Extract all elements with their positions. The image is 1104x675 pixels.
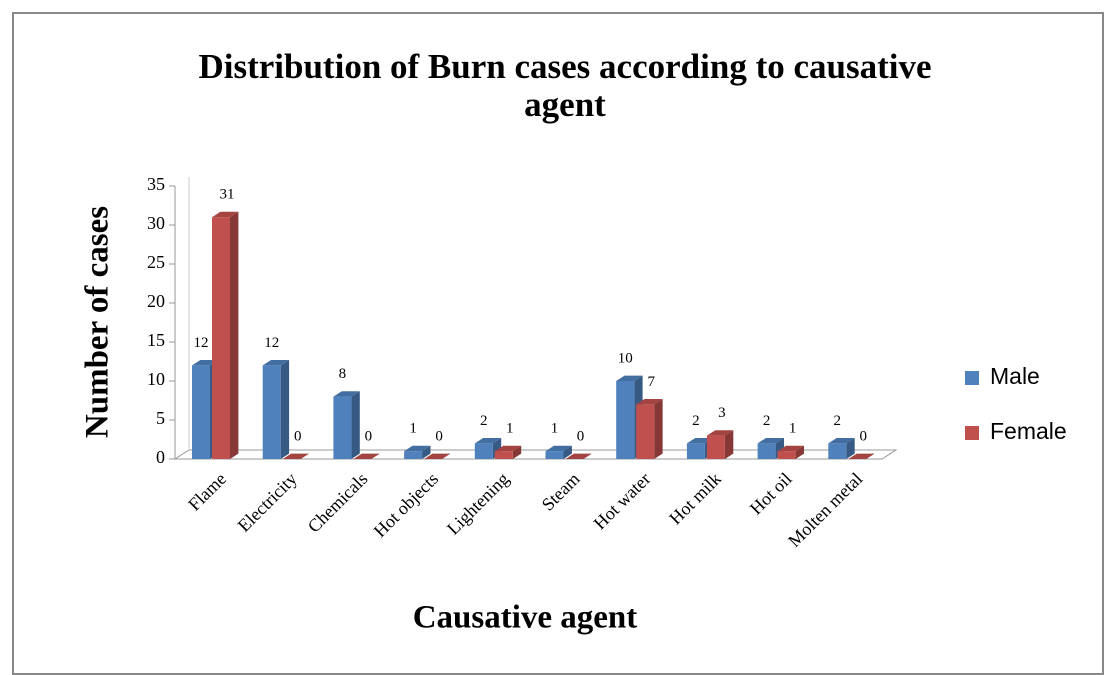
- y-tick-label: 10: [147, 369, 165, 389]
- bar-top: [424, 453, 451, 459]
- bar-top: [616, 375, 643, 381]
- data-label: 0: [860, 428, 868, 444]
- bar-side: [654, 399, 663, 459]
- bar-top: [282, 453, 310, 459]
- data-label: 2: [763, 413, 771, 429]
- bar-side: [280, 360, 290, 459]
- bar-top: [565, 453, 592, 459]
- bar: [474, 443, 493, 459]
- data-label: 31: [220, 187, 235, 203]
- bar: [686, 443, 705, 459]
- chart-frame: [12, 12, 1104, 675]
- y-tick-label: 15: [147, 330, 165, 350]
- bar-side: [846, 438, 855, 459]
- bar: [545, 451, 564, 459]
- data-label: 12: [194, 335, 209, 351]
- bar: [404, 451, 423, 459]
- bar: [192, 365, 210, 459]
- bar: [636, 404, 655, 459]
- bar-top: [333, 391, 360, 397]
- bar: [757, 443, 776, 459]
- bar: [616, 381, 635, 459]
- bar-top: [848, 453, 875, 459]
- data-label: 0: [435, 428, 443, 444]
- bar-side: [422, 445, 431, 459]
- y-axis-title: Number of cases: [80, 206, 116, 438]
- data-label: 3: [718, 405, 726, 421]
- data-label: 1: [409, 421, 417, 437]
- bar-top: [828, 438, 855, 444]
- bar-top: [545, 445, 572, 452]
- data-label: 12: [264, 335, 279, 351]
- data-label: 7: [647, 374, 655, 390]
- data-label: 1: [506, 421, 514, 437]
- data-label: 0: [294, 428, 302, 444]
- bar-top: [212, 211, 239, 218]
- y-tick-label: 30: [147, 213, 165, 233]
- data-label: 2: [480, 413, 488, 429]
- legend-swatch: [965, 371, 979, 385]
- data-label: 10: [618, 350, 633, 366]
- legend-swatch: [965, 426, 979, 440]
- bar: [706, 435, 725, 459]
- y-tick-label: 5: [156, 408, 165, 428]
- data-label: 8: [339, 366, 347, 382]
- bar-top: [686, 438, 714, 444]
- bar-top: [192, 360, 219, 366]
- bar: [777, 451, 796, 459]
- y-tick-label: 25: [147, 252, 165, 272]
- data-label: 0: [365, 428, 373, 444]
- bar-side: [795, 445, 804, 459]
- bar-side: [351, 391, 360, 459]
- bar-side: [512, 445, 522, 459]
- y-tick-label: 20: [147, 291, 165, 311]
- bar: [212, 217, 230, 459]
- bar: [494, 451, 513, 459]
- x-axis-title: Causative agent: [413, 600, 638, 636]
- bar-top: [404, 445, 431, 452]
- bar-top: [262, 360, 290, 366]
- bar-top: [706, 430, 734, 436]
- legend-label: Male: [990, 363, 1040, 389]
- bar-side: [563, 445, 572, 459]
- title-line: agent: [524, 85, 606, 124]
- data-label: 2: [834, 413, 842, 429]
- bar-top: [474, 438, 502, 444]
- bar-top: [636, 399, 663, 405]
- legend-label: Female: [990, 418, 1067, 444]
- bar-top: [777, 445, 804, 452]
- data-label: 1: [551, 421, 559, 437]
- bar-side: [724, 430, 734, 459]
- data-label: 0: [577, 428, 585, 444]
- bar-side: [230, 211, 239, 459]
- data-label: 1: [789, 421, 797, 437]
- chart-title: Distribution of Burn cases according to …: [198, 47, 931, 124]
- bar-top: [353, 453, 380, 459]
- bar: [262, 365, 281, 459]
- data-label: 2: [692, 413, 700, 429]
- title-line: Distribution of Burn cases according to …: [198, 47, 931, 86]
- bar-top: [757, 438, 784, 444]
- bar-top: [494, 445, 522, 452]
- bar: [333, 396, 352, 459]
- bar: [828, 443, 847, 459]
- y-tick-label: 0: [156, 447, 165, 467]
- y-tick-label: 35: [147, 174, 165, 194]
